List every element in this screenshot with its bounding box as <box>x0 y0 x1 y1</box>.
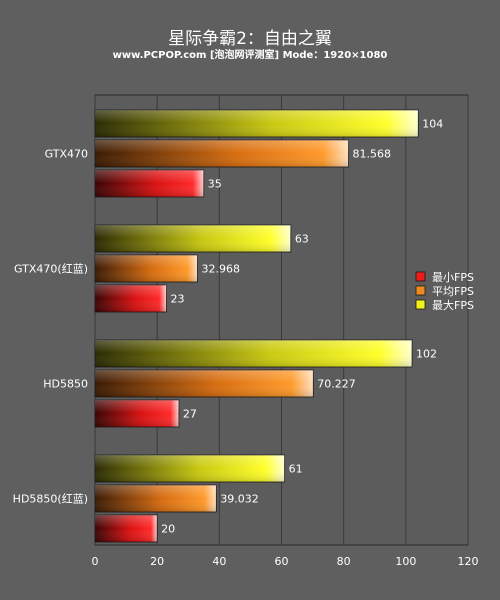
bar-shine <box>95 170 204 197</box>
value-label: 39.032 <box>220 493 259 506</box>
chart-title: 星际争霸2：自由之翼 <box>168 29 332 49</box>
x-axis-ticks: 0 20 40 60 80 100 120 <box>92 555 479 568</box>
value-labels-group: 104 81.568 35 63 32.968 23 102 70.227 27 61 39.032… <box>161 118 443 536</box>
chart-subtitle: www.PCPOP.com [泡泡网评测室] Mode：1920×1080 <box>113 48 388 61</box>
legend-swatch <box>415 271 426 282</box>
value-label: 32.968 <box>201 263 240 276</box>
category-label: HD5850 <box>43 378 88 391</box>
value-label: 104 <box>422 118 443 131</box>
bar-shine <box>95 285 167 312</box>
value-label: 102 <box>416 348 437 361</box>
bar <box>94 284 167 313</box>
value-label: 61 <box>289 463 303 476</box>
bar <box>94 139 349 168</box>
bar-shine <box>95 400 179 427</box>
legend-label: 最小FPS <box>432 271 474 284</box>
category-label: GTX470 <box>45 148 88 161</box>
bar-shine <box>95 225 291 252</box>
bar <box>94 339 413 368</box>
x-tick-label: 100 <box>395 555 416 568</box>
bar <box>94 454 286 483</box>
value-label: 81.568 <box>353 148 392 161</box>
bar <box>94 399 180 428</box>
bar-shine <box>95 110 419 137</box>
legend-label: 最大FPS <box>432 298 474 312</box>
x-tick-label: 60 <box>275 555 289 568</box>
value-label: 27 <box>183 408 197 421</box>
category-labels-group: GTX470 GTX470(红蓝) HD5850 HD5850(红蓝) <box>13 148 88 506</box>
bar <box>94 514 158 543</box>
bar-shine <box>95 140 349 167</box>
category-label: GTX470(红蓝) <box>14 263 88 276</box>
bar <box>94 369 314 398</box>
x-tick-label: 40 <box>212 555 226 568</box>
bar-shine <box>95 455 285 482</box>
category-label: HD5850(红蓝) <box>13 493 88 506</box>
bar <box>94 169 205 198</box>
legend-label: 平均FPS <box>432 285 474 298</box>
bar-shine <box>95 370 314 397</box>
x-tick-label: 120 <box>458 555 479 568</box>
value-label: 20 <box>161 523 175 536</box>
bar-shine <box>95 515 158 542</box>
bar <box>94 484 217 513</box>
legend-swatch <box>415 299 426 310</box>
x-tick-label: 20 <box>150 555 164 568</box>
bar <box>94 224 292 253</box>
bars-group <box>94 109 419 543</box>
x-tick-label: 80 <box>337 555 351 568</box>
bar-shine <box>95 485 217 512</box>
bar-shine <box>95 255 198 282</box>
value-label: 35 <box>208 178 222 191</box>
bar <box>94 254 198 283</box>
legend-swatch <box>415 285 426 296</box>
value-label: 70.227 <box>317 378 356 391</box>
bar <box>94 109 419 138</box>
bar-shine <box>95 340 413 367</box>
value-label: 23 <box>170 293 184 306</box>
x-tick-label: 0 <box>92 555 99 568</box>
value-label: 63 <box>295 233 309 246</box>
